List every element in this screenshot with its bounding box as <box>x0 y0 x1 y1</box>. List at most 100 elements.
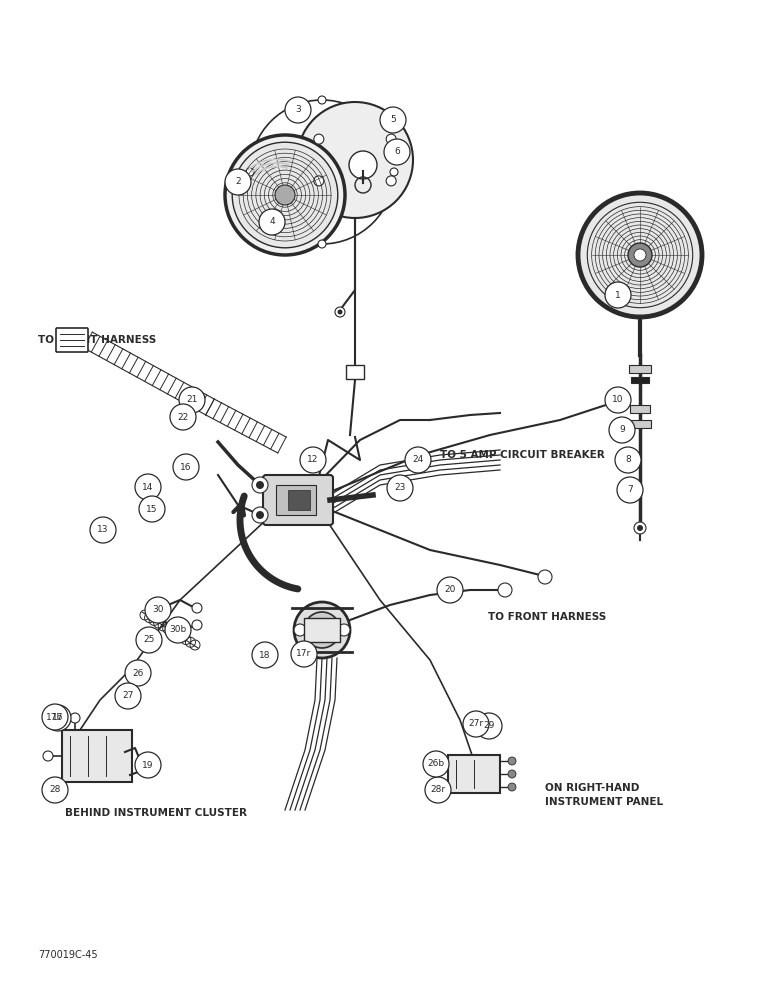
Circle shape <box>425 777 451 803</box>
Circle shape <box>386 134 396 144</box>
Circle shape <box>476 713 502 739</box>
Circle shape <box>634 522 646 534</box>
Circle shape <box>304 612 340 648</box>
Circle shape <box>386 176 396 186</box>
Bar <box>304 618 340 642</box>
Text: 10: 10 <box>612 395 624 404</box>
Text: 20: 20 <box>445 585 455 594</box>
Circle shape <box>337 310 343 314</box>
Text: 25: 25 <box>144 636 154 645</box>
Text: 13: 13 <box>97 526 109 534</box>
Text: 21: 21 <box>186 395 198 404</box>
Circle shape <box>252 507 268 523</box>
Circle shape <box>246 168 254 176</box>
Circle shape <box>43 751 53 761</box>
Text: 26: 26 <box>132 668 144 678</box>
Text: ON RIGHT-HAND: ON RIGHT-HAND <box>545 783 639 793</box>
Circle shape <box>256 511 264 519</box>
Circle shape <box>285 97 311 123</box>
Bar <box>448 755 500 793</box>
Circle shape <box>634 249 646 261</box>
Circle shape <box>42 777 68 803</box>
Text: 27: 27 <box>122 692 134 700</box>
Text: 24: 24 <box>412 456 424 464</box>
Circle shape <box>538 570 552 584</box>
Bar <box>288 490 310 510</box>
Text: TO FRONT HARNESS: TO FRONT HARNESS <box>488 612 606 622</box>
Text: 12: 12 <box>307 456 319 464</box>
Circle shape <box>390 168 398 176</box>
Circle shape <box>318 240 326 248</box>
Circle shape <box>165 617 191 643</box>
Text: 30: 30 <box>152 605 164 614</box>
Circle shape <box>297 102 413 218</box>
Circle shape <box>90 517 116 543</box>
Text: 28r: 28r <box>431 786 445 794</box>
Text: 22: 22 <box>178 412 188 422</box>
Text: 7: 7 <box>627 486 633 494</box>
Circle shape <box>252 477 268 493</box>
Circle shape <box>256 481 264 489</box>
Bar <box>631 377 649 383</box>
Circle shape <box>611 393 625 407</box>
Circle shape <box>259 209 285 235</box>
Circle shape <box>384 139 410 165</box>
Circle shape <box>115 683 141 709</box>
Bar <box>630 405 650 413</box>
Circle shape <box>617 477 643 503</box>
Text: INSTRUMENT PANEL: INSTRUMENT PANEL <box>545 797 663 807</box>
Circle shape <box>225 169 251 195</box>
Circle shape <box>300 447 326 473</box>
Bar <box>629 420 651 428</box>
Text: 16: 16 <box>180 462 191 472</box>
Circle shape <box>135 474 161 500</box>
Circle shape <box>380 107 406 133</box>
Circle shape <box>437 577 463 603</box>
Circle shape <box>605 387 631 413</box>
Text: 17r: 17r <box>296 650 312 658</box>
Circle shape <box>498 583 512 597</box>
Circle shape <box>508 770 516 778</box>
Text: 17: 17 <box>52 714 64 722</box>
Bar <box>629 365 651 373</box>
Circle shape <box>139 496 165 522</box>
FancyBboxPatch shape <box>263 475 333 525</box>
Text: 9: 9 <box>619 426 625 434</box>
Circle shape <box>615 447 641 473</box>
Text: 29: 29 <box>483 722 495 730</box>
FancyBboxPatch shape <box>56 328 88 352</box>
Circle shape <box>349 151 377 179</box>
Circle shape <box>125 660 151 686</box>
Text: 3: 3 <box>295 105 301 114</box>
Circle shape <box>605 282 631 308</box>
Circle shape <box>145 597 171 623</box>
Circle shape <box>170 404 196 430</box>
Circle shape <box>508 757 516 765</box>
Text: 1: 1 <box>615 290 621 300</box>
Circle shape <box>252 642 278 668</box>
Text: 770019C-45: 770019C-45 <box>38 950 97 960</box>
Circle shape <box>42 704 68 730</box>
Text: BEHIND INSTRUMENT CLUSTER: BEHIND INSTRUMENT CLUSTER <box>65 808 247 818</box>
Circle shape <box>609 417 635 443</box>
Circle shape <box>423 751 449 777</box>
Circle shape <box>314 176 323 186</box>
Text: 2: 2 <box>235 178 241 186</box>
Text: 23: 23 <box>394 484 406 492</box>
Circle shape <box>232 142 338 248</box>
Text: 8: 8 <box>625 456 631 464</box>
Circle shape <box>318 96 326 104</box>
Text: 6: 6 <box>394 147 400 156</box>
Circle shape <box>291 641 317 667</box>
Bar <box>62 730 132 782</box>
Circle shape <box>628 243 652 267</box>
Circle shape <box>192 603 202 613</box>
Circle shape <box>294 602 350 658</box>
Circle shape <box>173 454 199 480</box>
Circle shape <box>338 624 350 636</box>
Text: TO 5 AMP CIRCUIT BREAKER: TO 5 AMP CIRCUIT BREAKER <box>440 450 604 460</box>
Circle shape <box>135 752 161 778</box>
Circle shape <box>275 185 295 205</box>
Text: 4: 4 <box>269 218 275 227</box>
Text: 17b: 17b <box>46 712 63 722</box>
